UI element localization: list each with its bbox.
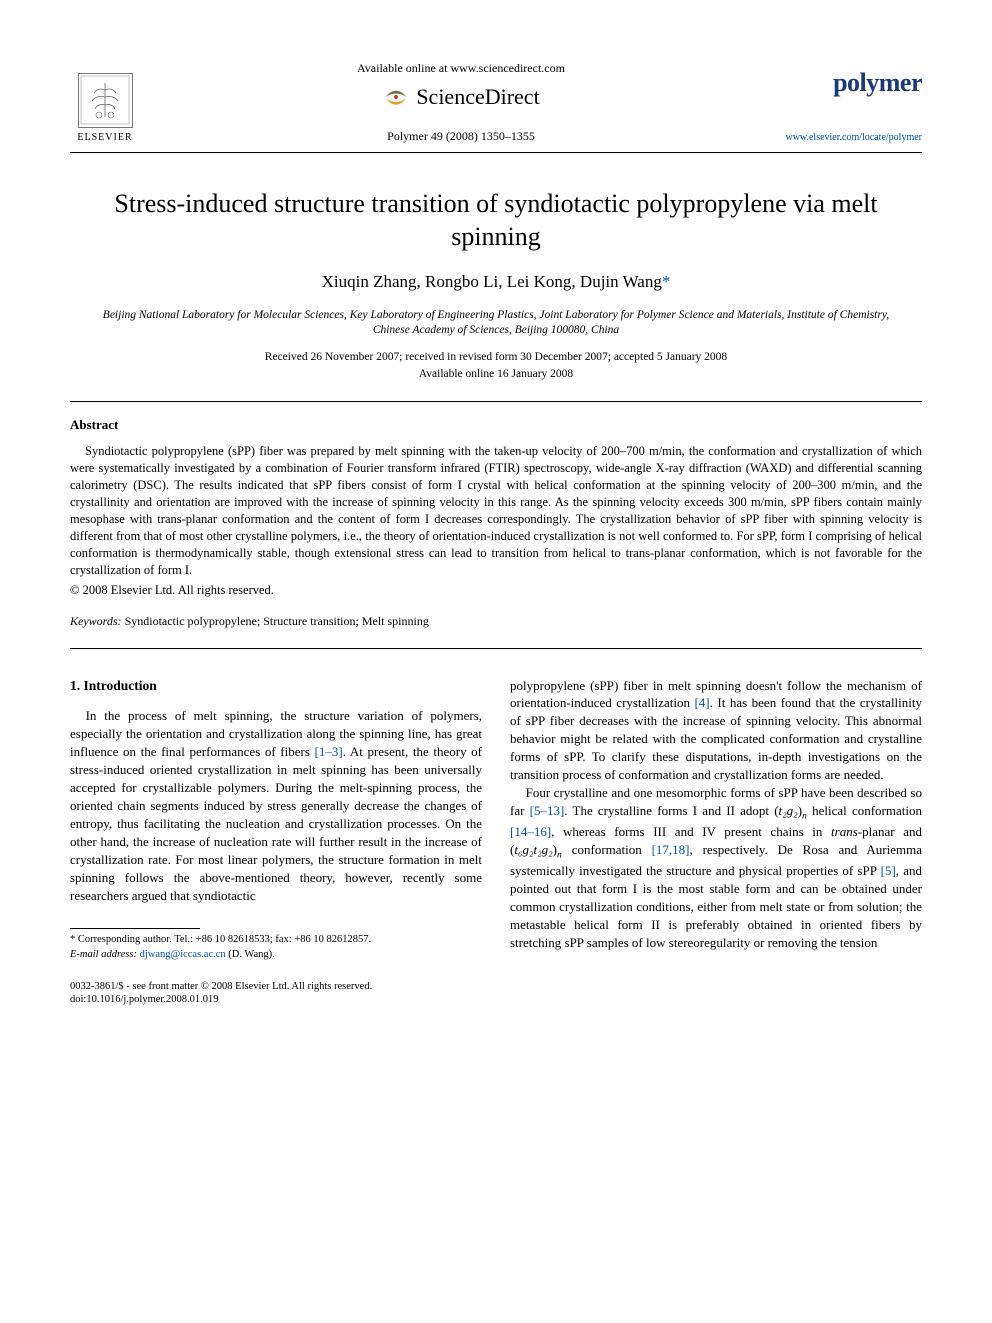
sciencedirect-logo: ScienceDirect [382, 82, 539, 112]
footer-block: 0032-3861/$ - see front matter © 2008 El… [70, 980, 922, 1007]
sciencedirect-swoosh-icon [382, 83, 410, 111]
journal-url[interactable]: www.elsevier.com/locate/polymer [782, 131, 922, 145]
email-label: E-mail address: [70, 949, 137, 960]
intro-text-3h: conformation [562, 842, 652, 857]
available-online-text: Available online at www.sciencedirect.co… [140, 60, 782, 76]
trans-ital: trans [831, 824, 858, 839]
abstract-bottom-rule [70, 648, 922, 649]
polymer-block: polymer www.elsevier.com/locate/polymer [782, 65, 922, 144]
sciencedirect-text: ScienceDirect [416, 82, 539, 112]
conf1: t₂g₂ [779, 803, 798, 818]
ref-link-4[interactable]: [4] [694, 695, 709, 710]
elsevier-label: ELSEVIER [77, 131, 132, 145]
header-rule [70, 152, 922, 153]
intro-para-1-cont: polypropylene (sPP) fiber in melt spinni… [510, 677, 922, 785]
dates-received: Received 26 November 2007; received in r… [70, 350, 922, 366]
intro-heading: 1. Introduction [70, 677, 482, 696]
abstract-body: Syndiotactic polypropylene (sPP) fiber w… [70, 443, 922, 578]
intro-text-3d: helical conformation [807, 803, 922, 818]
keywords-line: Keywords: Syndiotactic polypropylene; St… [70, 613, 922, 629]
elsevier-tree-icon [78, 73, 133, 128]
intro-text-3e: , whereas forms III and IV present chain… [551, 824, 831, 839]
footnote-rule [70, 928, 200, 929]
abstract-text: Syndiotactic polypropylene (sPP) fiber w… [70, 444, 922, 576]
email-address[interactable]: djwang@iccas.ac.cn [140, 949, 226, 960]
footer-line2: doi:10.1016/j.polymer.2008.01.019 [70, 993, 922, 1007]
body-columns: 1. Introduction In the process of melt s… [70, 677, 922, 962]
email-paren: (D. Wang). [226, 949, 275, 960]
keywords-label: Keywords: [70, 614, 122, 628]
conf2: t₆g₂t₂g₂ [514, 842, 552, 857]
header-center: Available online at www.sciencedirect.co… [140, 60, 782, 144]
abstract-copyright: © 2008 Elsevier Ltd. All rights reserved… [70, 582, 922, 599]
corresponding-star: * [662, 272, 671, 291]
intro-para-2: Four crystalline and one mesomorphic for… [510, 784, 922, 952]
authors-names: Xiuqin Zhang, Rongbo Li, Lei Kong, Dujin… [322, 272, 662, 291]
keywords-values: Syndiotactic polypropylene; Structure tr… [122, 614, 429, 628]
ref-link-1-3[interactable]: [1–3] [315, 744, 343, 759]
intro-para-1: In the process of melt spinning, the str… [70, 707, 482, 904]
journal-reference: Polymer 49 (2008) 1350–1355 [140, 128, 782, 144]
column-right: polypropylene (sPP) fiber in melt spinni… [510, 677, 922, 962]
tree-icon [80, 75, 130, 125]
elsevier-logo: ELSEVIER [70, 64, 140, 144]
column-left: 1. Introduction In the process of melt s… [70, 677, 482, 962]
page-container: ELSEVIER Available online at www.science… [0, 0, 992, 1047]
footer-line1: 0032-3861/$ - see front matter © 2008 El… [70, 980, 922, 994]
footnote-email-line: E-mail address: djwang@iccas.ac.cn (D. W… [70, 948, 482, 962]
abstract-top-rule [70, 401, 922, 402]
abstract-heading: Abstract [70, 416, 922, 434]
intro-text-1b: . At present, the theory of stress-induc… [70, 744, 482, 903]
affiliation: Beijing National Laboratory for Molecula… [100, 308, 892, 338]
intro-text-3b: . The crystalline forms I and II adopt ( [564, 803, 778, 818]
header-row: ELSEVIER Available online at www.science… [70, 60, 922, 144]
authors-line: Xiuqin Zhang, Rongbo Li, Lei Kong, Dujin… [70, 271, 922, 294]
ref-link-5[interactable]: [5] [881, 863, 896, 878]
ref-link-17-18[interactable]: [17,18] [652, 842, 690, 857]
polymer-logo: polymer [782, 65, 922, 100]
article-title: Stress-induced structure transition of s… [90, 188, 902, 253]
ref-link-14-16[interactable]: [14–16] [510, 824, 551, 839]
footnote-corresponding: * Corresponding author. Tel.: +86 10 826… [70, 933, 482, 947]
ref-link-5-13[interactable]: [5–13] [530, 803, 565, 818]
footnote-block: * Corresponding author. Tel.: +86 10 826… [70, 933, 482, 961]
dates-available: Available online 16 January 2008 [70, 367, 922, 383]
